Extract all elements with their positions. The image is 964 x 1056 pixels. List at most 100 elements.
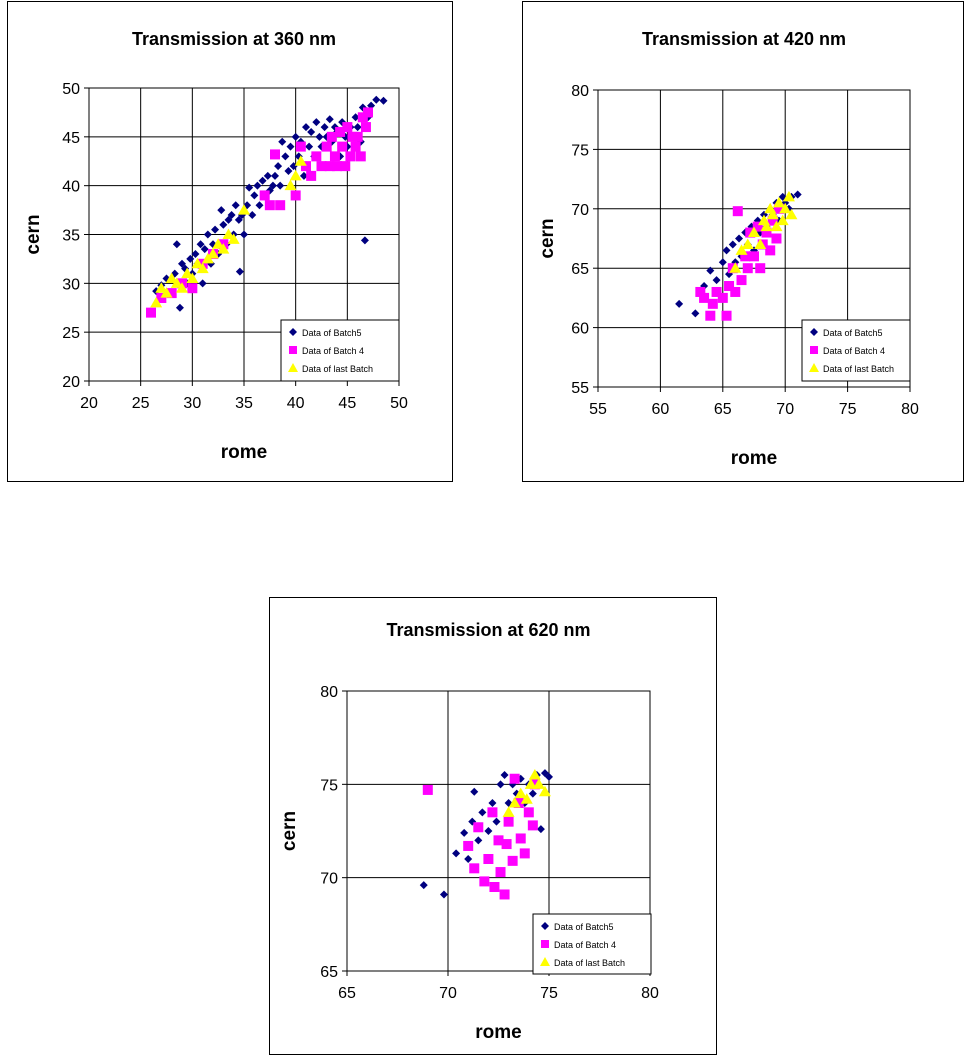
data-point — [705, 310, 716, 321]
legend-marker — [810, 328, 818, 336]
data-point — [706, 266, 715, 275]
plot-border — [597, 89, 911, 388]
data-point — [290, 190, 301, 201]
data-point — [146, 307, 156, 318]
legend: Data of Batch5 Data of Batch 4 Data of las… — [801, 319, 911, 382]
data-point — [335, 126, 346, 137]
data-point — [538, 785, 551, 797]
x-tick-label: 35 — [235, 395, 253, 412]
chart-title: Transmission at 420 nm — [642, 29, 846, 49]
data-point — [771, 233, 782, 244]
data-point — [312, 118, 321, 127]
data-point — [217, 206, 226, 215]
x-axis-label: rome — [221, 442, 267, 463]
data-point — [730, 286, 741, 297]
x-tick-label: 55 — [589, 401, 607, 418]
data-point — [250, 191, 259, 200]
legend-marker — [541, 940, 549, 948]
data-point — [191, 257, 204, 269]
chart-title: Transmission at 360 nm — [132, 29, 336, 49]
data-point — [231, 201, 240, 210]
data-point — [509, 773, 520, 784]
x-tick-label: 25 — [132, 395, 150, 412]
data-point — [353, 123, 362, 132]
data-point — [732, 206, 743, 217]
x-tick-label: 70 — [776, 401, 794, 418]
data-point — [515, 833, 526, 844]
legend-triangle-icon — [809, 363, 819, 372]
data-point — [337, 141, 348, 152]
data-point — [729, 262, 742, 273]
data-point — [527, 820, 538, 831]
legend-entry: Data of last Batch — [554, 958, 625, 968]
data-point — [741, 238, 754, 249]
data-point — [291, 132, 300, 141]
data-point — [707, 298, 718, 309]
data-point — [347, 131, 358, 142]
data-point — [520, 793, 533, 804]
data-point — [755, 263, 766, 274]
data-point — [722, 246, 731, 255]
legend-square-icon — [810, 346, 818, 354]
legend-diamond-icon — [541, 922, 549, 930]
data-point — [172, 240, 181, 249]
y-tick-label: 60 — [571, 321, 589, 338]
x-axis-label: rome — [475, 1022, 521, 1043]
y-axis-label: cern — [537, 218, 558, 258]
data-point — [325, 115, 334, 124]
data-point — [284, 179, 297, 191]
legend-square-icon — [541, 940, 549, 948]
tick-labels: 20 25 30 35 40 45 50 20 25 30 35 40 45 50 — [62, 81, 408, 412]
legend-marker — [540, 957, 550, 966]
data-point — [502, 806, 515, 817]
data-point — [500, 771, 509, 779]
y-tick-label: 25 — [62, 325, 80, 342]
x-tick-label: 75 — [540, 985, 558, 1002]
y-axis-label: cern — [23, 214, 44, 254]
y-tick-label: 50 — [62, 81, 80, 98]
data-point — [321, 141, 332, 152]
legend-marker — [810, 346, 818, 354]
y-tick-label: 35 — [62, 228, 80, 245]
x-tick-label: 60 — [652, 401, 670, 418]
legend-diamond-icon — [810, 328, 818, 336]
data-point — [532, 778, 545, 789]
data-point — [355, 151, 366, 162]
chart-panel-620nm: Transmission at 620 nm 65 70 75 80 65 70 75 80 ro… — [269, 597, 717, 1055]
x-axis-label: rome — [731, 448, 777, 469]
data-point — [278, 137, 287, 146]
data-point — [320, 123, 329, 132]
x-tick-label: 65 — [338, 985, 356, 1002]
data-point — [351, 113, 360, 122]
data-point — [263, 171, 272, 180]
chart-panel-360nm: Transmission at 360 nm 20 25 30 35 40 45 50 20 25… — [7, 1, 453, 482]
data-point — [718, 258, 727, 267]
data-point — [785, 208, 798, 220]
x-tick-label: 50 — [390, 395, 408, 412]
data-point — [200, 245, 209, 254]
series-1 — [695, 203, 784, 321]
data-point — [253, 181, 262, 190]
data-point — [736, 275, 747, 286]
plot-border — [88, 87, 400, 382]
data-point — [514, 787, 527, 799]
data-point — [357, 112, 368, 123]
data-point — [198, 279, 207, 288]
y-tick-label: 45 — [62, 130, 80, 147]
y-tick-label: 70 — [571, 202, 589, 219]
data-point — [711, 286, 722, 297]
x-tick-label: 70 — [439, 985, 457, 1002]
data-point — [493, 835, 504, 846]
legend-entry: Data of Batch 4 — [302, 346, 364, 356]
legend-entry: Data of Batch 4 — [823, 346, 885, 356]
chart-title: Transmission at 620 nm — [386, 620, 590, 640]
data-point — [487, 807, 498, 818]
data-point — [340, 161, 351, 172]
data-point — [724, 281, 735, 292]
data-point — [175, 303, 184, 312]
series-0 — [419, 769, 553, 899]
data-point — [761, 227, 772, 238]
data-point — [499, 889, 510, 900]
data-point — [289, 162, 298, 171]
data-point — [460, 828, 469, 837]
